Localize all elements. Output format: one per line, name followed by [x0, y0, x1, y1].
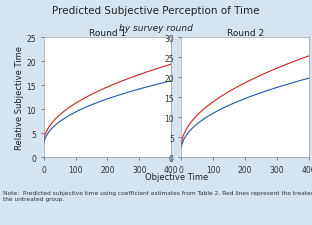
- Y-axis label: Relative Subjective Time: Relative Subjective Time: [15, 46, 24, 150]
- Text: by survey round: by survey round: [119, 24, 193, 33]
- Title: Round 1: Round 1: [89, 29, 126, 38]
- Text: Note:  Predicted subjective time using coefficient estimates from Table 2. Red l: Note: Predicted subjective time using co…: [3, 190, 312, 201]
- Text: Predicted Subjective Perception of Time: Predicted Subjective Perception of Time: [52, 6, 260, 16]
- Text: Objective Time: Objective Time: [145, 172, 208, 181]
- Title: Round 2: Round 2: [227, 29, 264, 38]
